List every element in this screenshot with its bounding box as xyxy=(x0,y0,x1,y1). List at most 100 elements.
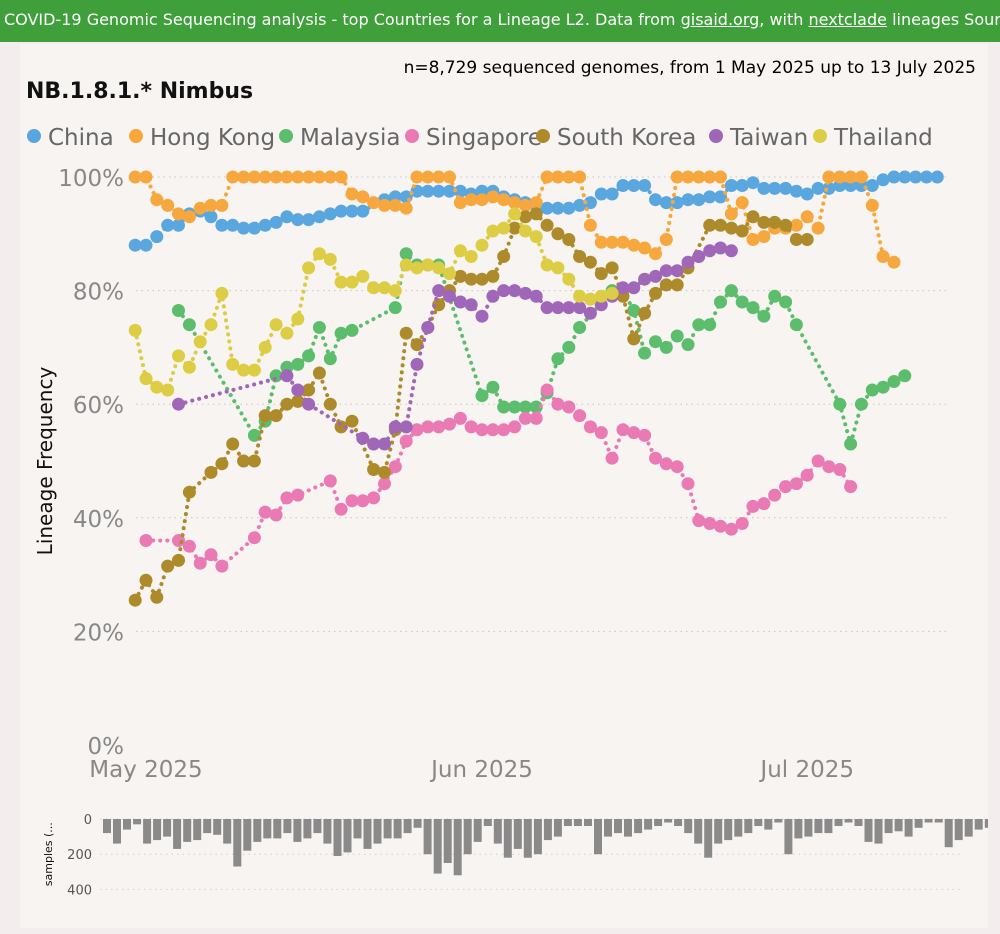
data-point-hong-kong[interactable] xyxy=(453,196,467,210)
data-point-hong-kong[interactable] xyxy=(562,170,576,184)
data-point-singapore[interactable] xyxy=(215,559,229,573)
data-point-china[interactable] xyxy=(172,218,185,232)
data-point-hong-kong[interactable] xyxy=(822,170,836,184)
data-point-malaysia[interactable] xyxy=(768,289,782,303)
data-point-taiwan[interactable] xyxy=(649,269,662,283)
data-point-hong-kong[interactable] xyxy=(215,198,229,212)
data-point-singapore[interactable] xyxy=(659,457,673,471)
data-point-thailand[interactable] xyxy=(172,349,185,363)
data-point-china[interactable] xyxy=(312,210,326,224)
data-point-china[interactable] xyxy=(161,218,175,232)
data-point-taiwan[interactable] xyxy=(475,309,489,323)
data-point-thailand[interactable] xyxy=(312,247,326,261)
sample-bar[interactable] xyxy=(223,819,232,844)
data-point-south-korea[interactable] xyxy=(789,233,803,246)
sample-bar[interactable] xyxy=(664,819,673,823)
data-point-hong-kong[interactable] xyxy=(811,221,825,235)
sample-bar[interactable] xyxy=(143,819,152,844)
data-point-hong-kong[interactable] xyxy=(724,207,738,221)
data-point-china[interactable] xyxy=(724,179,738,192)
data-point-hong-kong[interactable] xyxy=(605,235,619,249)
data-point-singapore[interactable] xyxy=(616,423,630,437)
data-point-south-korea[interactable] xyxy=(291,394,305,408)
sample-bar[interactable] xyxy=(183,819,192,842)
data-point-china[interactable] xyxy=(453,184,467,198)
data-point-taiwan[interactable] xyxy=(670,264,684,278)
data-point-hong-kong[interactable] xyxy=(508,196,522,210)
sample-bar[interactable] xyxy=(493,819,502,844)
data-point-south-korea[interactable] xyxy=(508,221,522,235)
data-point-taiwan[interactable] xyxy=(703,244,717,258)
data-point-taiwan[interactable] xyxy=(367,437,381,451)
data-point-taiwan[interactable] xyxy=(497,284,511,298)
sample-bar[interactable] xyxy=(964,819,973,837)
data-point-hong-kong[interactable] xyxy=(789,218,803,232)
sample-bar[interactable] xyxy=(543,819,552,841)
data-point-singapore[interactable] xyxy=(757,497,771,511)
data-point-china[interactable] xyxy=(421,184,435,198)
data-point-malaysia[interactable] xyxy=(529,400,543,414)
data-point-singapore[interactable] xyxy=(768,488,782,502)
sample-bar[interactable] xyxy=(443,819,452,863)
sample-bar[interactable] xyxy=(684,819,693,834)
data-point-malaysia[interactable] xyxy=(649,335,662,349)
data-point-south-korea[interactable] xyxy=(497,250,511,263)
data-point-china[interactable] xyxy=(920,170,933,184)
sample-bar[interactable] xyxy=(604,819,612,837)
data-point-south-korea[interactable] xyxy=(237,454,251,468)
data-point-singapore[interactable] xyxy=(724,522,738,536)
data-point-hong-kong[interactable] xyxy=(573,170,587,184)
sample-bar[interactable] xyxy=(473,819,482,842)
data-point-hong-kong[interactable] xyxy=(204,198,218,212)
data-point-south-korea[interactable] xyxy=(182,485,196,499)
data-point-south-korea[interactable] xyxy=(150,590,164,604)
data-point-thailand[interactable] xyxy=(399,258,413,272)
sample-bar[interactable] xyxy=(273,819,282,839)
data-point-malaysia[interactable] xyxy=(865,383,879,397)
data-point-china[interactable] xyxy=(150,230,164,244)
data-point-thailand[interactable] xyxy=(150,380,164,394)
data-point-malaysia[interactable] xyxy=(475,389,489,403)
data-point-hong-kong[interactable] xyxy=(193,201,207,215)
data-point-malaysia[interactable] xyxy=(312,321,326,334)
data-point-malaysia[interactable] xyxy=(302,349,316,363)
data-point-hong-kong[interactable] xyxy=(486,190,500,204)
data-point-south-korea[interactable] xyxy=(562,233,576,246)
data-point-hong-kong[interactable] xyxy=(323,170,337,184)
data-point-south-korea[interactable] xyxy=(247,454,261,468)
data-point-thailand[interactable] xyxy=(518,224,532,238)
sample-bar[interactable] xyxy=(553,819,562,837)
sample-bar[interactable] xyxy=(303,819,312,839)
data-point-china[interactable] xyxy=(551,201,565,215)
data-point-south-korea[interactable] xyxy=(518,210,532,224)
data-point-taiwan[interactable] xyxy=(638,272,652,286)
data-point-singapore[interactable] xyxy=(280,491,294,505)
sample-bar[interactable] xyxy=(764,819,773,830)
data-point-south-korea[interactable] xyxy=(464,272,478,286)
sample-bar[interactable] xyxy=(624,819,632,837)
data-point-singapore[interactable] xyxy=(193,556,207,570)
data-point-singapore[interactable] xyxy=(453,411,467,425)
data-point-malaysia[interactable] xyxy=(388,301,402,315)
data-point-thailand[interactable] xyxy=(334,275,348,289)
sample-bar[interactable] xyxy=(253,819,262,842)
data-point-thailand[interactable] xyxy=(182,360,196,374)
data-point-hong-kong[interactable] xyxy=(128,170,142,184)
data-point-south-korea[interactable] xyxy=(703,218,717,232)
sample-bar[interactable] xyxy=(754,819,763,826)
data-point-thailand[interactable] xyxy=(583,292,597,306)
data-point-hong-kong[interactable] xyxy=(746,233,760,246)
data-point-hong-kong[interactable] xyxy=(421,170,435,184)
data-point-singapore[interactable] xyxy=(735,517,749,530)
data-point-taiwan[interactable] xyxy=(551,301,565,315)
data-point-china[interactable] xyxy=(291,213,305,227)
data-point-china[interactable] xyxy=(302,213,316,227)
data-point-hong-kong[interactable] xyxy=(432,170,446,184)
sample-bar[interactable] xyxy=(944,819,953,848)
data-point-thailand[interactable] xyxy=(410,261,424,275)
data-point-thailand[interactable] xyxy=(356,269,370,283)
data-point-south-korea[interactable] xyxy=(345,414,359,428)
data-point-hong-kong[interactable] xyxy=(692,170,706,184)
data-point-singapore[interactable] xyxy=(562,400,576,414)
sample-bar[interactable] xyxy=(724,819,733,841)
